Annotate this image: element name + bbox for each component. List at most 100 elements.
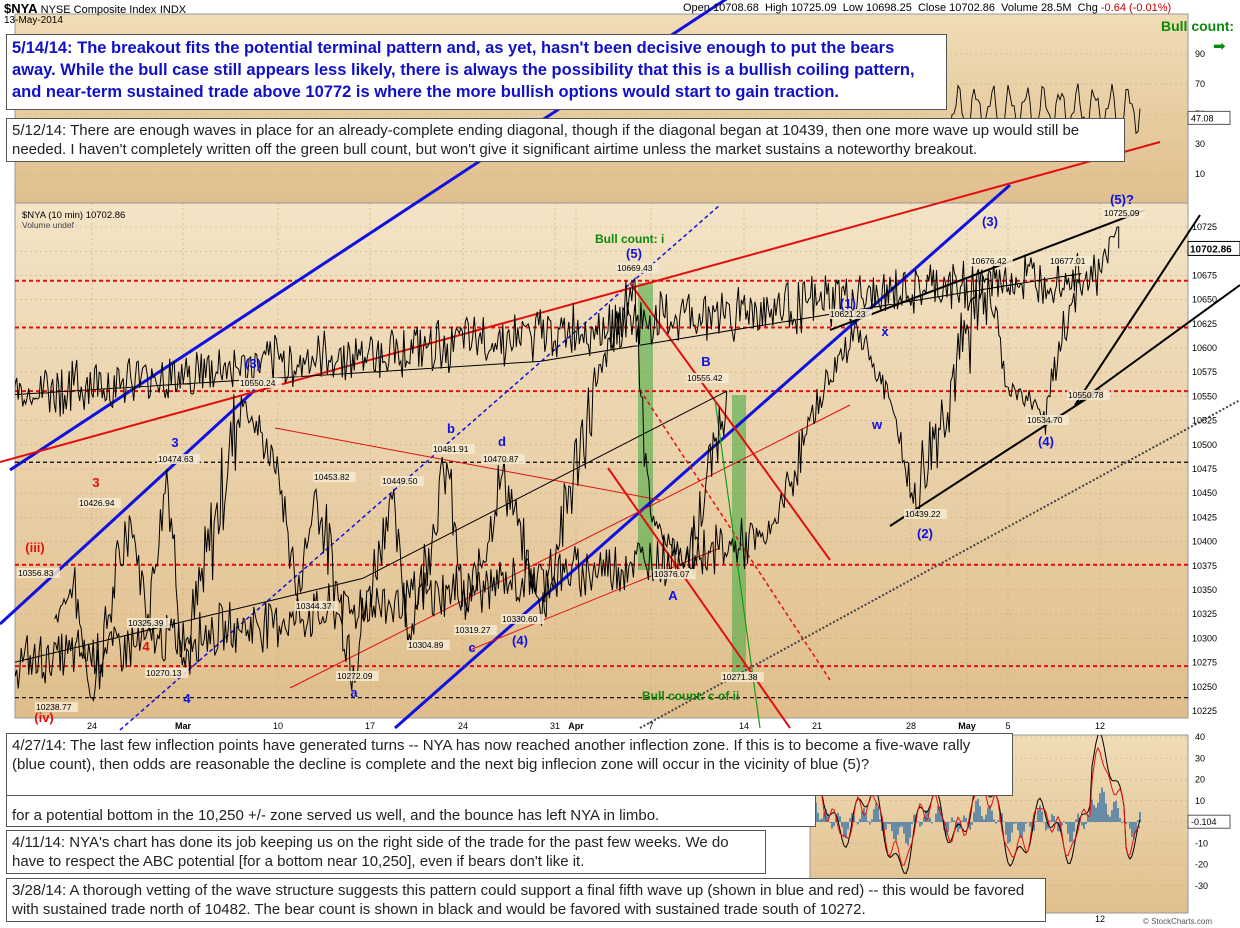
wave-label: (4)	[1038, 434, 1054, 449]
price-label-bg	[35, 702, 78, 712]
price-label-bg	[721, 672, 764, 682]
price-label-bg	[501, 614, 544, 624]
low-osc-y-tick-label: 20	[1195, 775, 1205, 785]
price-label: 10304.89	[408, 640, 444, 650]
wave-label: w	[871, 417, 883, 432]
y-tick-label: 10425	[1192, 512, 1217, 522]
price-label-bg	[145, 668, 188, 678]
black-diagonal-lower	[889, 389, 1101, 527]
price-label: 10481.91	[433, 444, 469, 454]
volume-label: Volume	[1001, 2, 1038, 14]
last-price-text: 10702.86	[1190, 244, 1232, 255]
blue-channel-mid	[394, 183, 1011, 730]
low-osc-x-tick-label: 12	[1095, 914, 1105, 924]
osc-y-tick-label: 30	[1195, 139, 1205, 149]
price-label-bg	[482, 454, 525, 464]
price-label-bg	[829, 309, 872, 319]
price-label-bg	[381, 476, 424, 486]
price-label-bg	[1049, 256, 1092, 266]
price-label: 10439.22	[905, 509, 941, 519]
y-tick-label: 10400	[1192, 537, 1217, 547]
low-osc-y-tick-label: -20	[1195, 860, 1208, 870]
price-label: 10330.60	[502, 614, 538, 624]
wave-label: (1)	[840, 296, 856, 311]
chg-value: -0.64 (-0.01%)	[1100, 2, 1172, 14]
y-tick-label: 10300	[1192, 633, 1217, 643]
high-label: High	[765, 2, 788, 14]
y-tick-label: 10450	[1192, 488, 1217, 498]
right-arrow-icon: ➡	[1213, 38, 1226, 55]
wave-label: (2)	[917, 526, 933, 541]
wave-label: (5)?	[1110, 192, 1134, 207]
wave-label: (iv)	[34, 710, 54, 725]
osc-y-tick-label: 10	[1195, 169, 1205, 179]
low-osc-y-tick-label: 10	[1195, 796, 1205, 806]
price-label-bg	[653, 569, 696, 579]
wave-label: Bull count: i	[595, 232, 664, 246]
price-legend: $NYA (10 min) 10702.86	[22, 210, 125, 221]
price-label-bg	[78, 498, 121, 508]
price-label-bg	[1067, 390, 1110, 400]
wave-label: Bull count: c of ii	[642, 689, 739, 703]
x-tick-label: 17	[365, 721, 375, 731]
price-label: 10453.82	[314, 472, 350, 482]
low-osc-y-tick-label: 30	[1195, 753, 1205, 763]
price-label-bg	[1103, 208, 1146, 218]
y-tick-label: 10350	[1192, 585, 1217, 595]
price-label: 10356.83	[18, 568, 54, 578]
price-label: 10669.43	[617, 263, 653, 273]
price-label-bg	[295, 601, 338, 611]
low-osc-value-badge	[1187, 814, 1231, 829]
y-tick-label: 10550	[1192, 391, 1217, 401]
wave-label: (3)	[245, 356, 261, 371]
wave-label: a	[350, 685, 358, 700]
wave-label: c	[468, 640, 475, 655]
price-label-bg	[1026, 415, 1069, 425]
y-tick-label: 10500	[1192, 440, 1217, 450]
y-tick-label: 10525	[1192, 416, 1217, 426]
wave-label: (4)	[512, 633, 528, 648]
price-label: 10676.42	[971, 256, 1007, 266]
price-label: 10272.09	[337, 671, 373, 681]
low-label: Low	[842, 2, 863, 14]
x-tick-label: 12	[1095, 721, 1105, 731]
wave-label: 3	[171, 435, 178, 450]
black-steep-line	[1074, 214, 1201, 406]
chart-date: 13-May-2014	[4, 15, 63, 26]
price-label: 10474.63	[158, 454, 194, 464]
price-label-bg	[616, 263, 659, 273]
price-label: 10470.87	[483, 454, 519, 464]
open-label: Open	[683, 2, 710, 14]
red-downtrend-1	[629, 282, 831, 561]
price-label-bg	[686, 373, 729, 383]
chart-symbol: $NYA NYSE Composite Index INDX	[4, 1, 186, 16]
x-tick-label: 28	[906, 721, 916, 731]
y-tick-label: 10275	[1192, 658, 1217, 668]
note-4-27-14: 4/27/14: The last few inflection points …	[6, 733, 1013, 796]
price-label: 10238.77	[36, 702, 72, 712]
low-value: 10698.25	[865, 2, 912, 14]
x-tick-label: 24	[87, 721, 97, 731]
price-label-bg	[904, 509, 947, 519]
price-label-bg	[127, 618, 170, 628]
x-tick-label: Mar	[175, 721, 192, 731]
note-5-14-14: 5/14/14: The breakout fits the potential…	[6, 34, 947, 110]
low-osc-value-text: -0.104	[1191, 817, 1217, 827]
wave-label: 3	[92, 475, 99, 490]
note-3-28-14: 3/28/14: A thorough vetting of the wave …	[6, 878, 1046, 922]
symbol-name: NYSE Composite Index	[40, 4, 157, 16]
ohlc-readout: Open 10708.68 High 10725.09 Low 10698.25…	[683, 2, 1171, 14]
price-label-bg	[407, 640, 450, 650]
x-tick-label: Apr	[568, 721, 584, 731]
bull-count-label: Bull count:	[1161, 18, 1235, 34]
price-label-bg	[454, 625, 497, 635]
osc-y-tick-label: 90	[1195, 49, 1205, 59]
x-tick-label: 14	[739, 721, 749, 731]
upper-osc-value-badge	[1187, 110, 1231, 125]
y-tick-label: 10325	[1192, 609, 1217, 619]
x-tick-label: 10	[273, 721, 283, 731]
red-downtrend-2	[607, 467, 791, 729]
wave-label: B	[701, 354, 710, 369]
black-diagonal-upper	[829, 209, 1146, 331]
